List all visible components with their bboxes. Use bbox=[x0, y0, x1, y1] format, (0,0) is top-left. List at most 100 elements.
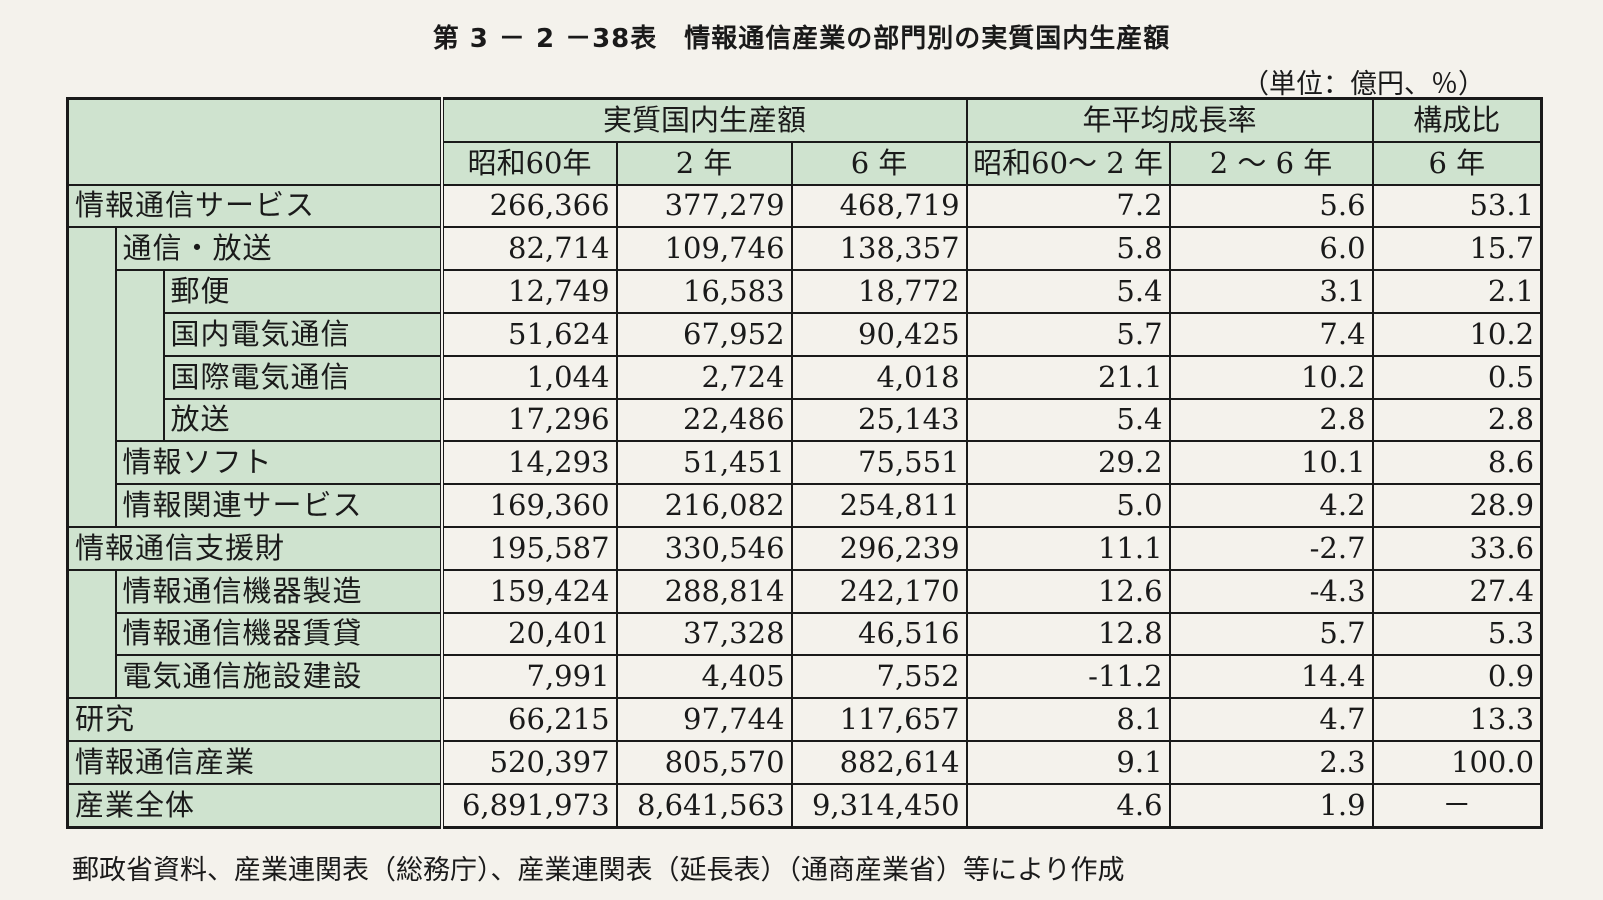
table-row: 通信・放送 82,714 109,746 138,357 5.8 6.0 15.… bbox=[66, 226, 1543, 527]
header-group-share: 構成比 bbox=[1371, 97, 1543, 143]
header-col-growth-2: 2 ～ 6 年 bbox=[1168, 140, 1374, 186]
header-col-s60: 昭和60年 bbox=[439, 140, 618, 186]
cell-growth-1: 4.6 bbox=[965, 782, 1171, 829]
cell-s60: 520,397 bbox=[439, 739, 618, 785]
cell-growth-1: 5.4 bbox=[965, 397, 1171, 443]
cell-share: 5.3 bbox=[1371, 611, 1543, 657]
cell-growth-2: 10.1 bbox=[1168, 440, 1374, 486]
cell-share: 2.8 bbox=[1371, 397, 1543, 443]
table-row: 放送 17,296 22,486 25,143 5.4 2.8 2.8 bbox=[68, 397, 1543, 443]
cell-share: 2.1 bbox=[1371, 269, 1543, 314]
cell-share: 27.4 bbox=[1371, 568, 1543, 614]
cell-h2: 51,451 bbox=[615, 440, 793, 486]
cell-h6: 18,772 bbox=[790, 269, 968, 314]
row-label: 郵便 bbox=[162, 269, 443, 314]
cell-h6: 25,143 bbox=[790, 397, 968, 443]
cell-h6: 75,551 bbox=[790, 440, 968, 486]
row-label: 情報通信機器製造 bbox=[114, 568, 443, 614]
cell-s60: 266,366 bbox=[439, 183, 618, 229]
cell-share: 0.5 bbox=[1371, 354, 1543, 400]
cell-growth-1: 7.2 bbox=[965, 183, 1171, 229]
source-note: 郵政省資料、産業連関表（総務庁）、産業連関表（延長表）（通商産業省）等により作成 bbox=[72, 855, 1125, 886]
table-row: 産業全体 6,891,973 8,641,563 9,314,450 4.6 1… bbox=[66, 782, 1543, 829]
cell-h6: 242,170 bbox=[790, 568, 968, 614]
header-row-columns: 昭和60年 2 年 6 年 昭和60～ 2 年 2 ～ 6 年 6 年 bbox=[68, 140, 1543, 186]
cell-h2: 4,405 bbox=[615, 654, 793, 700]
cell-growth-2: 1.9 bbox=[1168, 782, 1374, 829]
cell-s60: 6,891,973 bbox=[439, 782, 618, 829]
cell-h2: 2,724 bbox=[615, 354, 793, 400]
row-label: 国際電気通信 bbox=[162, 354, 443, 400]
row-label: 通信・放送 bbox=[114, 226, 443, 272]
cell-growth-1: 8.1 bbox=[965, 697, 1171, 742]
header-row-groups: 実質国内生産額 年平均成長率 構成比 bbox=[66, 97, 1543, 186]
cell-growth-2: 14.4 bbox=[1168, 654, 1374, 700]
cell-h2: 22,486 bbox=[615, 397, 793, 443]
cell-growth-2: 7.4 bbox=[1168, 311, 1374, 357]
cell-h2: 330,546 bbox=[615, 525, 793, 571]
table-row: 情報通信産業 520,397 805,570 882,614 9.1 2.3 1… bbox=[66, 739, 1543, 785]
cell-h6: 254,811 bbox=[790, 483, 968, 528]
cell-share: 8.6 bbox=[1371, 440, 1543, 486]
header-col-h2: 2 年 bbox=[615, 140, 793, 186]
table-row: 情報通信機器賃貸 20,401 37,328 46,516 12.8 5.7 5… bbox=[68, 611, 1543, 657]
cell-growth-1: 5.7 bbox=[965, 311, 1171, 357]
cell-share: － bbox=[1371, 782, 1543, 829]
cell-share: 0.9 bbox=[1371, 654, 1543, 700]
cell-growth-2: -2.7 bbox=[1168, 525, 1374, 571]
table-row: 郵便 12,749 16,583 18,772 5.4 3.1 2.1 bbox=[68, 269, 1543, 443]
cell-s60: 20,401 bbox=[439, 611, 618, 657]
row-label: 電気通信施設建設 bbox=[114, 654, 443, 700]
cell-s60: 7,991 bbox=[439, 654, 618, 700]
table-row: 情報通信サービス 266,366 377,279 468,719 7.2 5.6… bbox=[66, 183, 1543, 229]
table-title: 第 3 － 2 －38表 情報通信産業の部門別の実質国内生産額 bbox=[432, 24, 1171, 54]
table-row: 国際電気通信 1,044 2,724 4,018 21.1 10.2 0.5 bbox=[68, 354, 1543, 400]
row-label: 情報通信機器賃貸 bbox=[114, 611, 443, 657]
cell-h2: 109,746 bbox=[615, 226, 793, 272]
cell-s60: 1,044 bbox=[439, 354, 618, 400]
cell-growth-1: 12.8 bbox=[965, 611, 1171, 657]
cell-growth-1: 5.4 bbox=[965, 269, 1171, 314]
cell-h6: 4,018 bbox=[790, 354, 968, 400]
header-group-growth: 年平均成長率 bbox=[965, 97, 1374, 143]
header-col-growth-1: 昭和60～ 2 年 bbox=[965, 140, 1171, 186]
cell-growth-1: 21.1 bbox=[965, 354, 1171, 400]
cell-growth-1: 9.1 bbox=[965, 739, 1171, 785]
table-row: 電気通信施設建設 7,991 4,405 7,552 -11.2 14.4 0.… bbox=[68, 654, 1543, 700]
cell-share: 33.6 bbox=[1371, 525, 1543, 571]
indent-spacer bbox=[66, 568, 117, 699]
cell-h6: 296,239 bbox=[790, 525, 968, 571]
production-table: 実質国内生産額 年平均成長率 構成比 昭和60年 2 年 6 年 昭和60～ 2… bbox=[66, 97, 1544, 829]
cell-h6: 90,425 bbox=[790, 311, 968, 357]
cell-growth-1: 12.6 bbox=[965, 568, 1171, 614]
table-row: 研究 66,215 97,744 117,657 8.1 4.7 13.3 bbox=[66, 697, 1543, 742]
cell-share: 15.7 bbox=[1371, 226, 1543, 272]
cell-growth-1: 5.0 bbox=[965, 483, 1171, 528]
cell-share: 53.1 bbox=[1371, 183, 1543, 229]
cell-s60: 169,360 bbox=[439, 483, 618, 528]
cell-s60: 51,624 bbox=[439, 311, 618, 357]
cell-growth-1: 11.1 bbox=[965, 525, 1171, 571]
cell-growth-2: 10.2 bbox=[1168, 354, 1374, 400]
cell-s60: 159,424 bbox=[439, 568, 618, 614]
header-group-production: 実質国内生産額 bbox=[439, 97, 968, 143]
indent-spacer bbox=[66, 226, 117, 527]
cell-h6: 9,314,450 bbox=[790, 782, 968, 829]
table-row: 国内電気通信 51,624 67,952 90,425 5.7 7.4 10.2 bbox=[68, 311, 1543, 357]
cell-s60: 12,749 bbox=[439, 269, 618, 314]
cell-growth-2: 5.6 bbox=[1168, 183, 1374, 229]
cell-growth-2: 3.1 bbox=[1168, 269, 1374, 314]
row-label: 情報関連サービス bbox=[114, 483, 443, 528]
cell-growth-1: 5.8 bbox=[965, 226, 1171, 272]
cell-growth-2: 5.7 bbox=[1168, 611, 1374, 657]
cell-s60: 17,296 bbox=[439, 397, 618, 443]
cell-s60: 195,587 bbox=[439, 525, 618, 571]
row-label: 情報通信産業 bbox=[66, 739, 443, 785]
cell-growth-2: -4.3 bbox=[1168, 568, 1374, 614]
cell-growth-2: 6.0 bbox=[1168, 226, 1374, 272]
row-label: 情報通信支援財 bbox=[66, 525, 443, 571]
row-label: 産業全体 bbox=[66, 782, 443, 829]
cell-h2: 37,328 bbox=[615, 611, 793, 657]
row-label: 放送 bbox=[162, 397, 443, 443]
cell-h6: 117,657 bbox=[790, 697, 968, 742]
